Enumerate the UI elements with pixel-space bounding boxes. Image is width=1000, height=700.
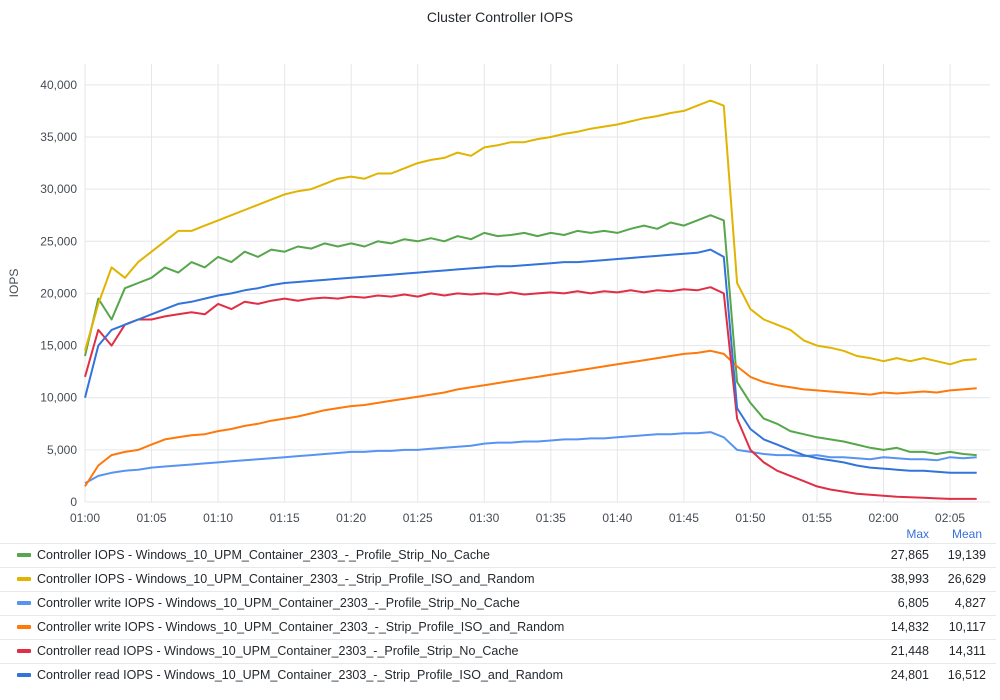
chart-area[interactable]: 0 5,000 10,000 15,000 20,000 25,000 30,000 35,0… <box>0 0 1000 524</box>
y-tick-label: 20,000 <box>40 286 77 300</box>
x-tick-label: 01:20 <box>336 511 366 524</box>
legend-row[interactable]: Controller write IOPS - Windows_10_UPM_C… <box>0 615 996 639</box>
legend-mean-value: 10,117 <box>948 620 986 634</box>
series-line <box>84 431 977 485</box>
legend-series-name: Controller IOPS - Windows_10_UPM_Contain… <box>37 572 535 586</box>
legend-rows: Controller IOPS - Windows_10_UPM_Contain… <box>0 543 996 687</box>
x-tick-label: 01:05 <box>137 511 167 524</box>
legend-series-name: Controller read IOPS - Windows_10_UPM_Co… <box>37 644 519 658</box>
legend-series-name: Controller IOPS - Windows_10_UPM_Contain… <box>37 548 491 562</box>
x-tick-label: 01:00 <box>70 511 100 524</box>
series-line <box>84 286 977 500</box>
x-tick-label: 01:35 <box>536 511 566 524</box>
x-tick-label: 02:05 <box>935 511 965 524</box>
x-tick-label: 01:15 <box>270 511 300 524</box>
y-tick-label: 15,000 <box>40 339 77 353</box>
y-tick-label: 0 <box>70 495 77 509</box>
legend-series-name: Controller write IOPS - Windows_10_UPM_C… <box>37 596 520 610</box>
series-line <box>84 349 977 487</box>
y-tick-label: 30,000 <box>40 182 77 196</box>
legend-swatch-icon <box>17 625 31 629</box>
y-axis-label: IOPS <box>7 269 21 298</box>
y-tick-label: 35,000 <box>40 130 77 144</box>
legend-header-mean[interactable]: Mean <box>951 527 982 541</box>
x-tick-label: 01:50 <box>735 511 765 524</box>
legend-swatch-icon <box>17 601 31 605</box>
series-line <box>84 248 977 474</box>
x-tick-label: 01:45 <box>669 511 699 524</box>
legend-row[interactable]: Controller IOPS - Windows_10_UPM_Contain… <box>0 567 996 591</box>
panel-title: Cluster Controller IOPS <box>426 9 574 25</box>
y-tick-label: 40,000 <box>40 78 77 92</box>
legend-row[interactable]: Controller read IOPS - Windows_10_UPM_Co… <box>0 639 996 663</box>
legend-header: Max Mean <box>0 524 996 543</box>
y-tick-label: 10,000 <box>40 391 77 405</box>
legend-mean-value: 19,139 <box>947 548 986 562</box>
x-tick-label: 01:40 <box>602 511 632 524</box>
legend-row[interactable]: Controller write IOPS - Windows_10_UPM_C… <box>0 591 996 615</box>
x-tick-label: 01:10 <box>203 511 233 524</box>
legend-swatch-icon <box>17 649 31 653</box>
y-tick-label: 25,000 <box>40 234 77 248</box>
legend-max-value: 14,832 <box>890 620 929 634</box>
x-tick-label: 01:25 <box>403 511 433 524</box>
legend-max-value: 21,448 <box>890 644 929 658</box>
legend-swatch-icon <box>17 553 31 557</box>
legend-max-value: 6,805 <box>897 596 929 610</box>
legend-series-name: Controller read IOPS - Windows_10_UPM_Co… <box>37 668 563 682</box>
legend-table: Max Mean Controller IOPS - Windows_10_UP… <box>0 524 996 687</box>
legend-mean-value: 14,311 <box>948 644 986 658</box>
legend-header-max[interactable]: Max <box>906 527 929 541</box>
legend-mean-value: 26,629 <box>947 572 986 586</box>
legend-mean-value: 4,827 <box>954 596 986 610</box>
legend-row[interactable]: Controller IOPS - Windows_10_UPM_Contain… <box>0 543 996 567</box>
x-tick-label: 02:00 <box>869 511 899 524</box>
legend-swatch-icon <box>17 673 31 677</box>
legend-max-value: 27,865 <box>890 548 929 562</box>
legend-max-value: 38,993 <box>890 572 929 586</box>
legend-swatch-icon <box>17 577 31 581</box>
y-tick-label: 5,000 <box>47 443 77 457</box>
legend-max-value: 24,801 <box>890 668 929 682</box>
x-tick-label: 01:30 <box>469 511 499 524</box>
legend-row[interactable]: Controller read IOPS - Windows_10_UPM_Co… <box>0 663 996 687</box>
legend-series-name: Controller write IOPS - Windows_10_UPM_C… <box>37 620 565 634</box>
series-line <box>84 214 977 457</box>
legend-mean-value: 16,512 <box>947 668 986 682</box>
series-line <box>84 99 977 366</box>
x-tick-label: 01:55 <box>802 511 832 524</box>
